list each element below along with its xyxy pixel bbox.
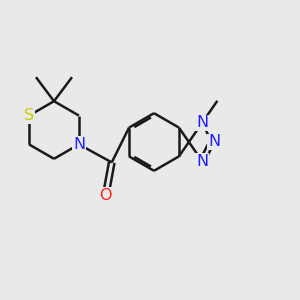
Text: N: N [196, 115, 208, 130]
Text: S: S [24, 108, 34, 123]
Text: N: N [196, 154, 208, 169]
Text: N: N [73, 137, 85, 152]
Text: N: N [208, 134, 220, 149]
Text: O: O [100, 188, 112, 203]
